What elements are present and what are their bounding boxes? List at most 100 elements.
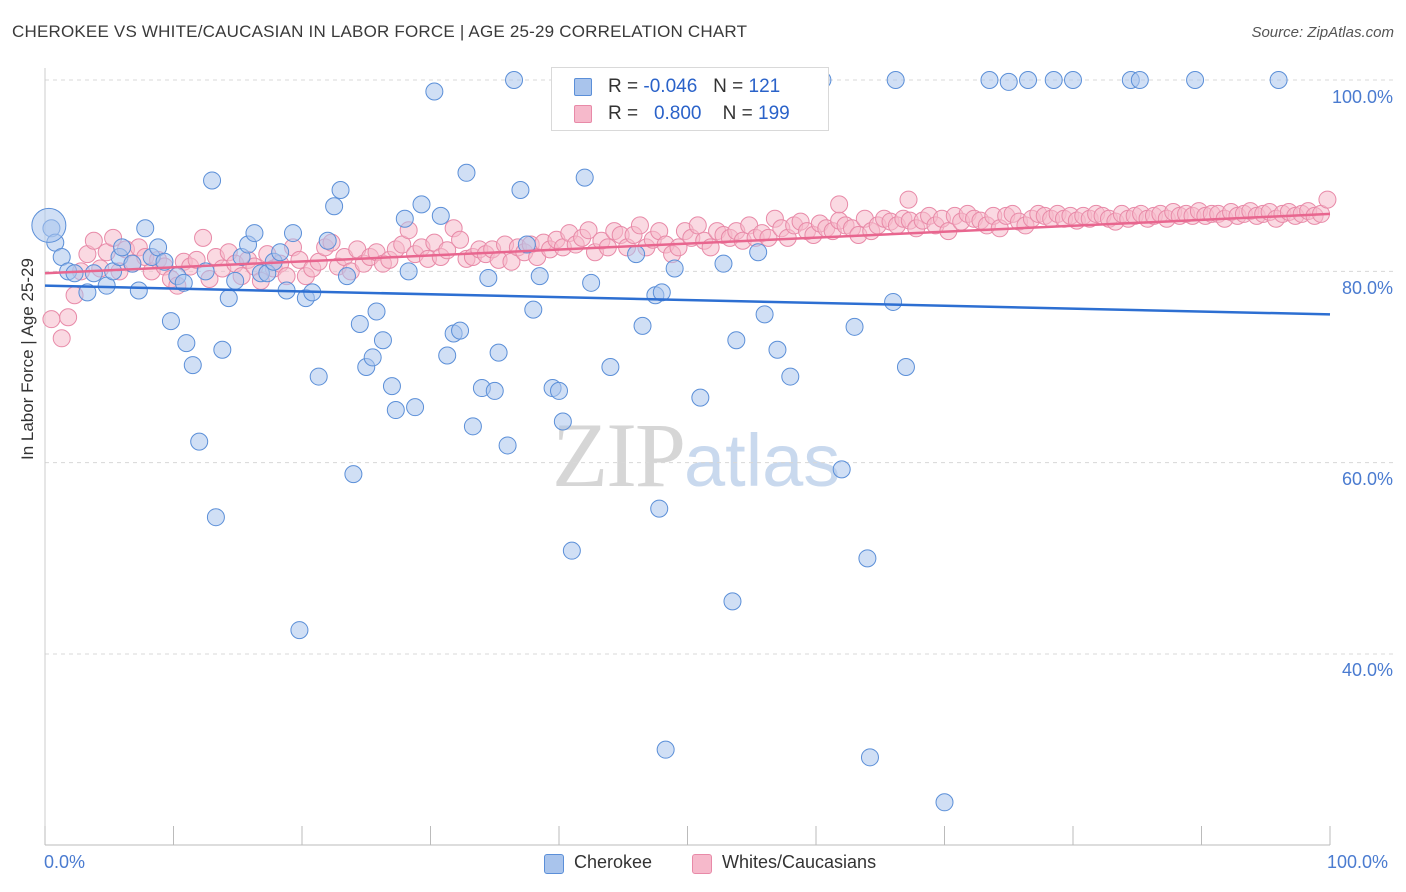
legend-label: Whites/Caucasians	[722, 852, 877, 872]
data-point-cherokee	[344, 465, 363, 484]
data-point-cherokee	[219, 289, 238, 308]
data-point-cherokee	[884, 292, 903, 311]
data-point-cherokee	[412, 195, 431, 214]
watermark: ZIPatlas	[552, 402, 840, 508]
data-point-cherokee	[489, 343, 508, 362]
data-point-cherokee	[177, 334, 196, 353]
cherokee-legend-swatch	[544, 854, 564, 874]
data-point-cherokee	[723, 592, 742, 611]
whites-legend-swatch	[692, 854, 712, 874]
data-point-cherokee	[530, 267, 549, 286]
data-point-whites	[899, 190, 918, 209]
data-point-cherokee	[755, 305, 774, 324]
data-point-cherokee	[633, 316, 652, 335]
data-point-cherokee	[479, 269, 498, 288]
r-label: R =	[608, 76, 639, 97]
data-point-cherokee	[425, 82, 444, 101]
data-point-cherokee	[858, 549, 877, 568]
data-point-cherokee	[271, 243, 290, 262]
data-point-whites	[579, 221, 598, 240]
data-point-cherokee	[382, 377, 401, 396]
data-point-cherokee	[406, 398, 425, 417]
data-point-cherokee	[78, 283, 97, 302]
data-point-cherokee	[337, 267, 356, 286]
data-point-cherokee	[553, 412, 572, 431]
y-tick-label: 40.0%	[1341, 660, 1393, 680]
data-point-cherokee	[84, 264, 103, 283]
data-point-cherokee	[1019, 71, 1038, 89]
y-tick-label: 80.0%	[1341, 278, 1393, 298]
data-point-cherokee	[226, 271, 245, 290]
data-point-cherokee	[650, 499, 669, 518]
n-value: 199	[758, 103, 790, 124]
data-point-cherokee	[363, 348, 382, 367]
data-point-cherokee	[213, 340, 232, 359]
y-axis-label: In Labor Force | Age 25-29	[18, 258, 37, 460]
data-point-cherokee	[373, 331, 392, 350]
data-point-cherokee	[845, 317, 864, 336]
data-point-cherokee	[575, 168, 594, 187]
n-label: N =	[722, 103, 753, 124]
data-point-cherokee	[309, 367, 328, 386]
data-point-cherokee	[505, 71, 524, 89]
data-point-cherokee	[367, 302, 386, 321]
data-point-cherokee	[749, 243, 768, 262]
series-cherokee	[31, 71, 1288, 812]
whites-swatch	[574, 105, 592, 123]
data-point-cherokee	[582, 273, 601, 292]
data-point-whites	[759, 228, 778, 247]
data-point-cherokee	[656, 740, 675, 759]
y-tick-label: 100.0%	[1331, 87, 1393, 107]
data-point-whites	[451, 230, 470, 249]
data-point-cherokee	[601, 358, 620, 376]
data-point-cherokee	[438, 346, 457, 365]
data-point-cherokee	[860, 748, 879, 767]
grid-lines	[45, 79, 1393, 655]
series-whites-caucasians	[42, 190, 1337, 348]
source-label: Source: ZipAtlas.com	[1251, 24, 1394, 41]
data-point-cherokee	[714, 254, 733, 273]
data-point-whites	[52, 329, 71, 348]
data-point-cherokee	[174, 273, 193, 292]
data-point-cherokee	[980, 71, 999, 89]
data-point-cherokee	[896, 358, 915, 376]
data-point-cherokee	[161, 312, 180, 331]
axes	[44, 68, 1331, 846]
legend-label: Cherokee	[574, 852, 653, 872]
data-point-cherokee	[31, 207, 67, 243]
data-point-cherokee	[1269, 71, 1288, 89]
data-point-cherokee	[935, 793, 954, 812]
data-point-cherokee	[129, 281, 148, 300]
y-tick-label: 60.0%	[1341, 469, 1393, 489]
data-point-cherokee	[457, 163, 476, 182]
watermark-atlas: atlas	[684, 419, 841, 502]
data-point-cherokee	[691, 388, 710, 407]
data-point-whites	[59, 308, 78, 327]
data-point-cherokee	[511, 181, 530, 200]
data-point-cherokee	[1044, 71, 1063, 89]
data-point-cherokee	[203, 171, 222, 190]
data-point-cherokee	[999, 72, 1018, 91]
data-point-cherokee	[485, 381, 504, 400]
data-point-cherokee	[245, 224, 264, 243]
data-point-cherokee	[325, 197, 344, 216]
data-point-whites	[1318, 190, 1337, 209]
data-point-cherokee	[832, 460, 851, 479]
data-point-whites	[630, 216, 649, 235]
r-label: R =	[608, 103, 639, 124]
data-point-cherokee	[113, 238, 132, 257]
data-point-cherokee	[463, 417, 482, 436]
r-value: -0.046	[643, 76, 698, 97]
data-point-cherokee	[1064, 71, 1082, 89]
data-point-whites	[84, 231, 103, 250]
data-point-cherokee	[290, 621, 309, 640]
x-tick-label: 100.0%	[1327, 852, 1389, 872]
data-point-cherokee	[550, 381, 568, 400]
data-point-cherokee	[183, 356, 202, 375]
data-point-cherokee	[136, 219, 155, 238]
data-point-cherokee	[350, 314, 369, 333]
data-point-cherokee	[498, 436, 517, 455]
data-point-cherokee	[562, 541, 581, 560]
r-value: 0.800	[653, 103, 702, 124]
